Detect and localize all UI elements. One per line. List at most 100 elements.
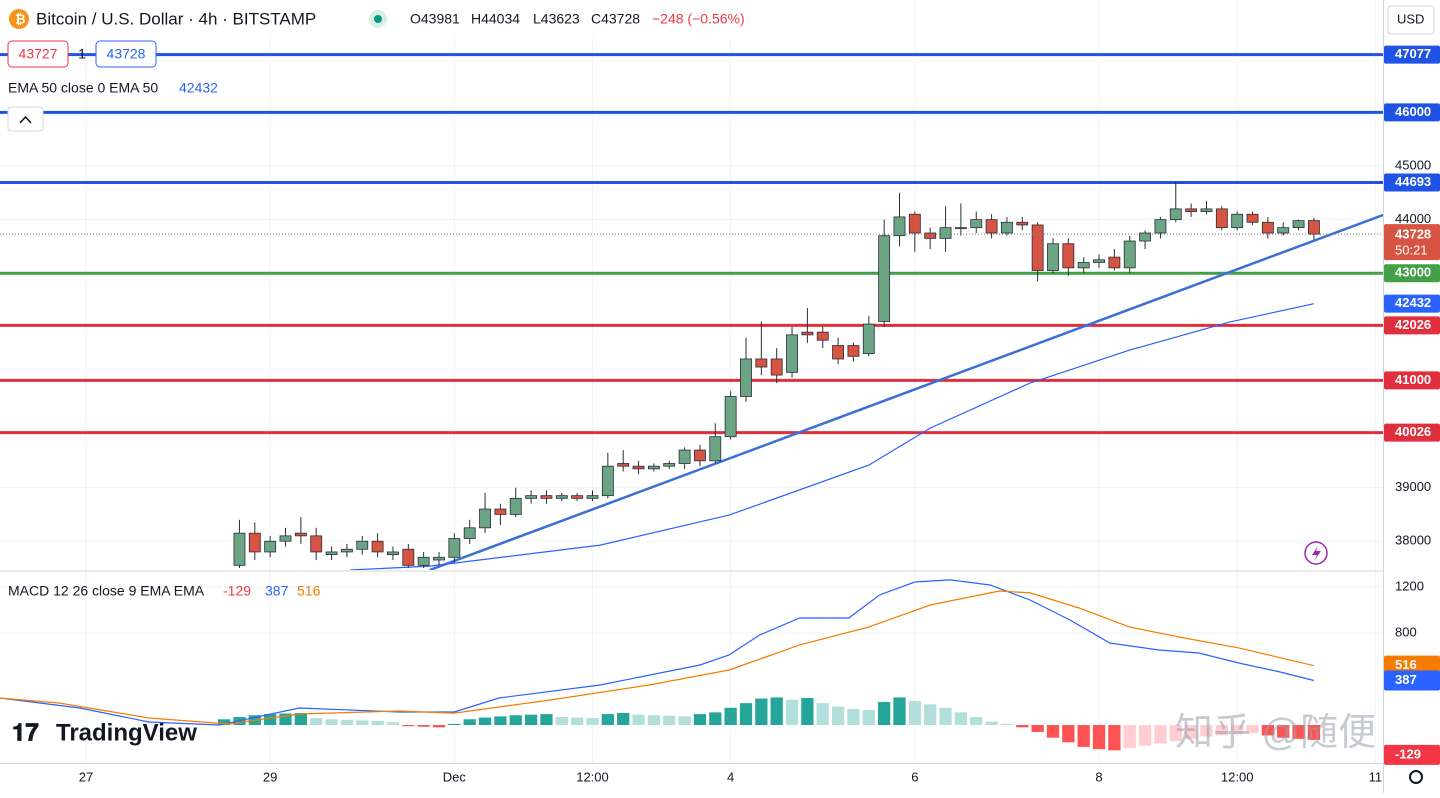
macd-legend-signal: 516 [297, 583, 321, 599]
overlay: ₿ Bitcoin / U.S. Dollar · 4h · BITSTAMP … [7, 5, 1435, 784]
histogram-bar [663, 715, 676, 726]
histogram-bar [586, 718, 599, 726]
level-tag: 41000 [1395, 372, 1431, 387]
bid: 43727 [19, 46, 58, 62]
histogram-bar [540, 714, 553, 726]
market-dot [374, 15, 382, 23]
y-tick-label: 44000 [1395, 211, 1431, 226]
ema-line [349, 303, 1315, 570]
axes: 27 29 Dec 12:00 4 6 8 12:00 11 38000 39000 44000 450… [79, 45, 1440, 784]
candle-body [663, 463, 676, 467]
candle-body [832, 345, 845, 360]
candle-body [448, 538, 461, 558]
candle-body [1261, 221, 1274, 234]
macd-line [0, 579, 1315, 726]
level-tag-bg [1384, 316, 1440, 335]
histogram-bar [1016, 725, 1029, 728]
histogram-bar [939, 707, 952, 726]
histogram-bar [724, 707, 737, 726]
candle-body [463, 527, 476, 539]
ask-box[interactable] [95, 40, 157, 68]
histogram-bar [294, 712, 307, 726]
level-tag-bg [1384, 45, 1440, 64]
bid-box[interactable] [7, 40, 69, 68]
currency-button[interactable] [1387, 5, 1435, 35]
histogram-bar [340, 719, 354, 726]
histogram-bar [770, 697, 783, 726]
histogram-bar [571, 717, 584, 726]
symbol-title: Bitcoin / U.S. Dollar · 4h · BITSTAMP [36, 9, 316, 28]
settings-icon[interactable] [1409, 770, 1423, 784]
macd-legend-macd: 387 [265, 583, 289, 599]
histogram-bar [985, 721, 998, 726]
signal-tag: 516 [1395, 657, 1417, 672]
candle-body [1246, 213, 1259, 223]
watermark: 知乎 @随便 [1175, 712, 1376, 754]
candle-body [601, 465, 614, 497]
histogram-bar [1138, 725, 1152, 746]
level-tag-bg [1384, 423, 1440, 442]
histogram-bar [1200, 725, 1213, 737]
candle-body [1139, 232, 1152, 242]
x-tick-label: 8 [1095, 769, 1102, 784]
histogram-bar [1092, 725, 1106, 750]
level-tag: 46000 [1395, 104, 1431, 119]
candle-body [908, 213, 921, 234]
candle-body [509, 497, 522, 515]
candle-body [862, 323, 875, 355]
candle-body [555, 495, 568, 499]
histogram-bar [325, 719, 338, 726]
candle-body [924, 232, 937, 239]
candle-body [1016, 221, 1029, 226]
x-tick-label: 12:00 [576, 769, 609, 784]
y-tick-label: 38000 [1395, 533, 1431, 548]
candle-body [264, 540, 277, 553]
candle-body [1231, 213, 1244, 229]
histogram-bar [1031, 725, 1044, 732]
candle-body [387, 551, 399, 556]
candle-body [1047, 243, 1059, 271]
ohlc-change: −248 (−0.56%) [652, 11, 745, 27]
candle-body [678, 449, 691, 464]
candle-body [1200, 208, 1213, 212]
y-tick-label: 39000 [1395, 479, 1431, 494]
ema-tag-bg [1384, 294, 1440, 313]
candle-body [1031, 224, 1044, 271]
candle-body [356, 540, 369, 550]
candle-body [1123, 240, 1136, 269]
candle-body [479, 508, 491, 529]
x-tick-label: Dec [443, 769, 467, 784]
x-tick-label: 6 [911, 769, 918, 784]
level-tag: 40026 [1395, 424, 1431, 439]
histogram-bar [310, 718, 323, 726]
candle-body [417, 556, 430, 566]
bolt-icon [1312, 546, 1321, 561]
histogram-bar [279, 713, 292, 726]
histogram-bar [1000, 723, 1014, 726]
histogram-bar [417, 725, 430, 727]
candle-body [433, 556, 445, 561]
candle-body [1185, 208, 1198, 212]
macd-tick-label: 1200 [1395, 578, 1424, 593]
histogram-bar [617, 712, 630, 726]
candle-body [310, 535, 323, 553]
candle-body [1308, 220, 1320, 235]
candle-body [1277, 227, 1290, 234]
candle-body [294, 532, 307, 537]
histogram-bar [1169, 725, 1182, 742]
histogram-bar [1215, 725, 1228, 736]
candle-body [371, 540, 384, 553]
candle-body [279, 535, 292, 542]
trendline [429, 213, 1383, 570]
histogram-bar [755, 698, 768, 726]
candle-body [878, 235, 891, 322]
histogram-bar [356, 720, 369, 726]
histogram-bar [478, 717, 492, 726]
candle-body [494, 508, 507, 515]
candle-body [1077, 262, 1090, 269]
candle-body [586, 495, 599, 499]
collapse-button[interactable] [7, 106, 44, 132]
histogram-bar [862, 710, 875, 726]
histogram-bar [1108, 725, 1121, 751]
histogram-bar [709, 712, 722, 726]
